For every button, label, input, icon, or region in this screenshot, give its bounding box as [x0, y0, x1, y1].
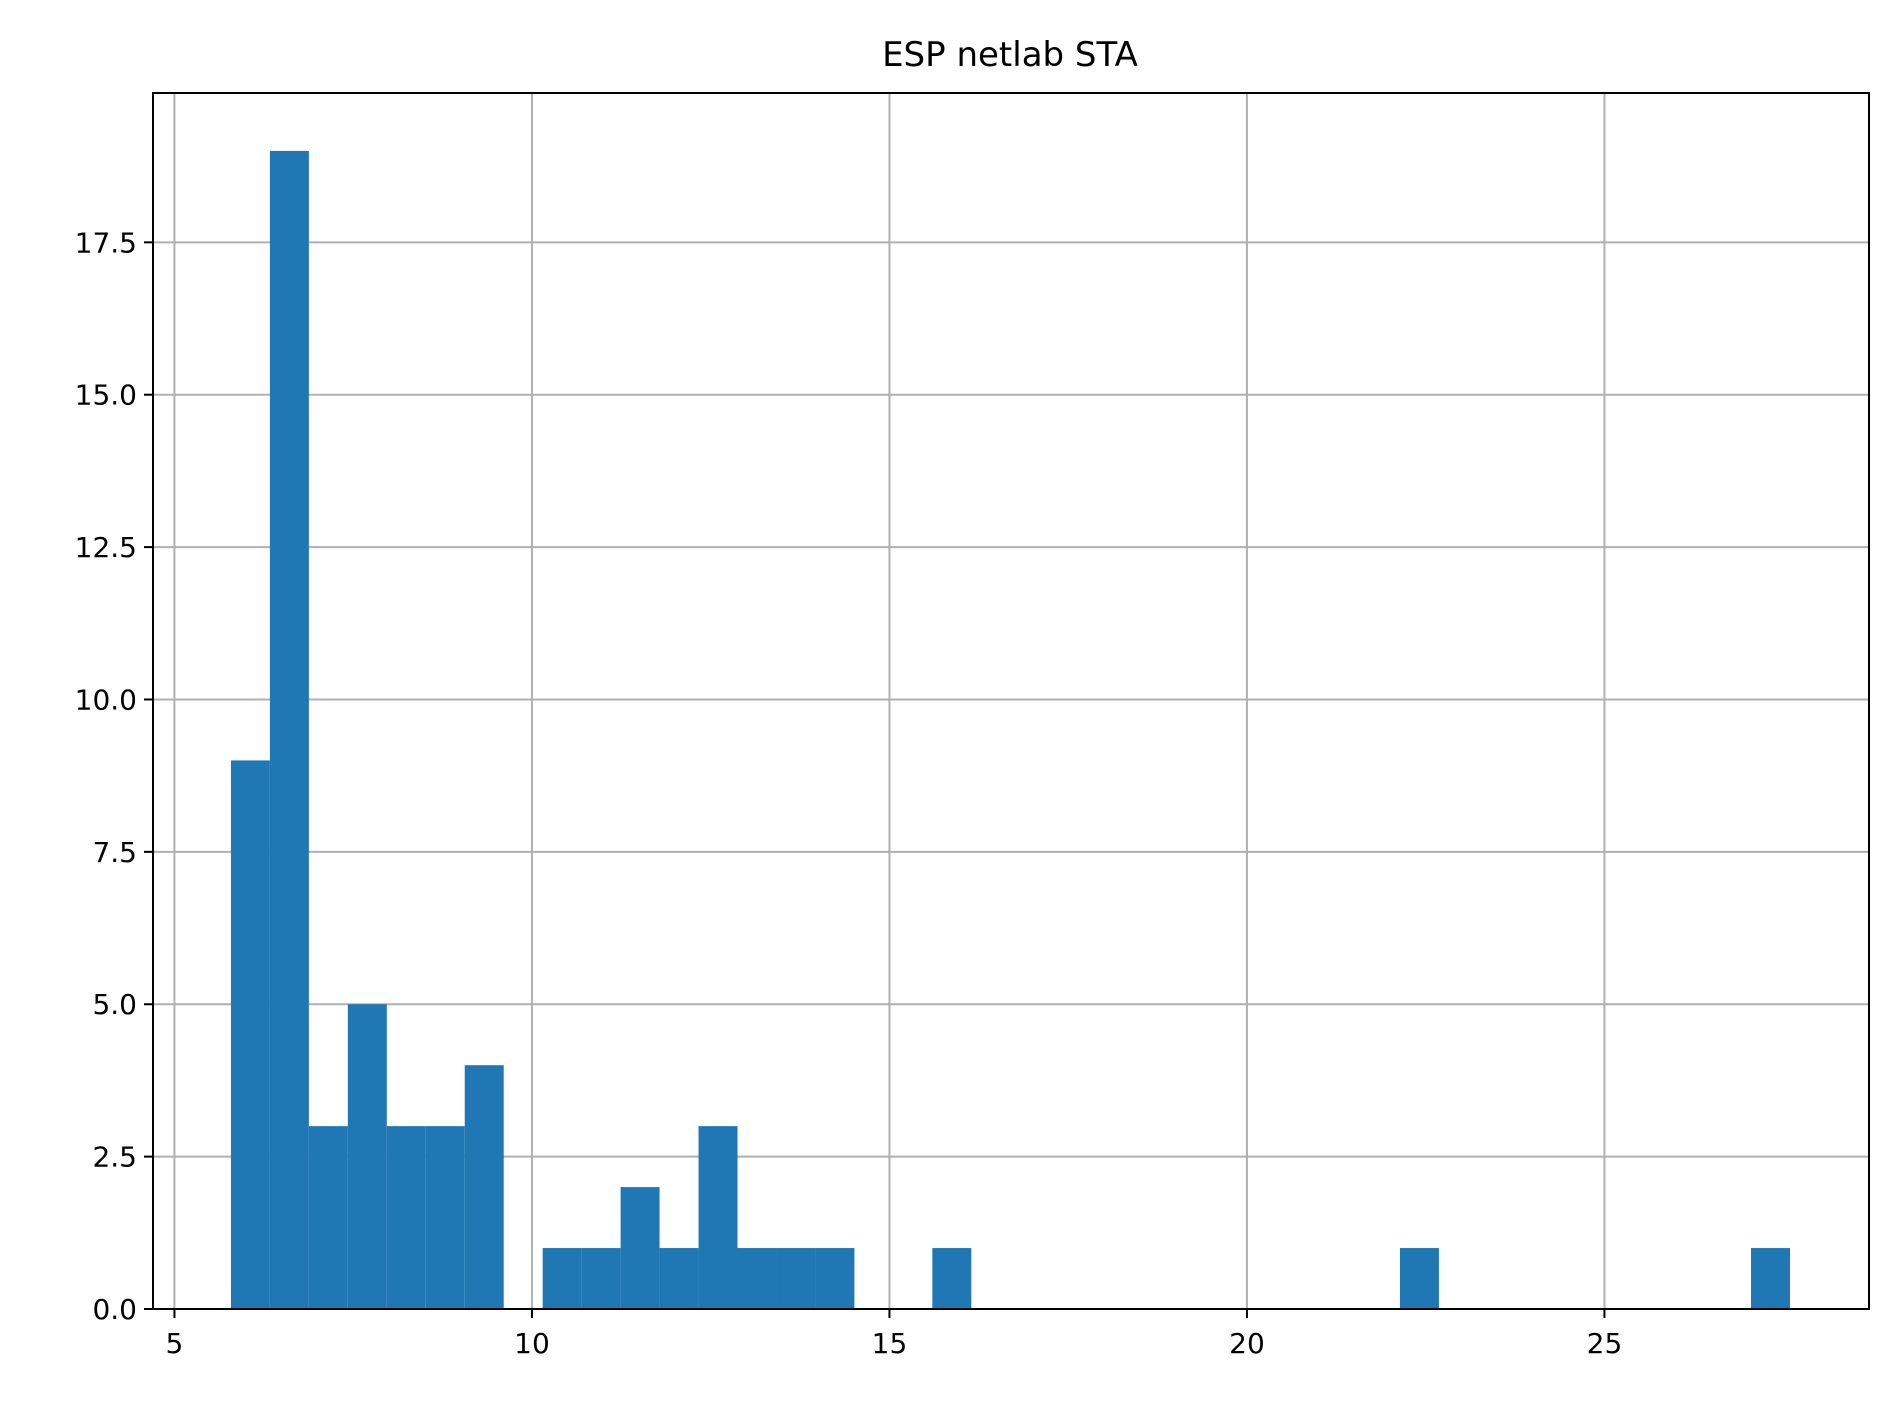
- histogram-bar: [737, 1248, 777, 1309]
- histogram-bar: [464, 1065, 504, 1309]
- chart-title: ESP netlab STA: [882, 35, 1138, 75]
- x-tick-label: 5: [166, 1327, 184, 1360]
- y-tick-label: 10.0: [75, 683, 137, 716]
- histogram-bar: [620, 1187, 660, 1309]
- ticks-layer: 5 10 15 20 25 0.0 2.5 5.0 7.5 10.0 12.5 15.0 17.5: [75, 226, 1623, 1360]
- x-tick-label: 20: [1229, 1327, 1265, 1360]
- x-tick-label: 10: [514, 1327, 550, 1360]
- histogram-bar: [1399, 1248, 1439, 1309]
- y-tick-label: 2.5: [92, 1141, 137, 1174]
- histogram-bar: [308, 1126, 348, 1309]
- histogram-bar: [347, 1004, 387, 1309]
- histogram-bar: [815, 1248, 855, 1309]
- histogram-bar: [581, 1248, 621, 1309]
- histogram-bar: [776, 1248, 816, 1309]
- histogram-bar: [386, 1126, 426, 1309]
- histogram-bar: [1751, 1248, 1790, 1309]
- y-tick-label: 17.5: [75, 226, 137, 259]
- bars-layer: [230, 150, 1790, 1309]
- histogram-bar: [425, 1126, 465, 1309]
- histogram-bar: [932, 1248, 972, 1309]
- histogram-bar: [659, 1248, 699, 1309]
- y-tick-label: 7.5: [92, 836, 137, 869]
- histogram-bar: [542, 1248, 582, 1309]
- histogram-bar: [230, 760, 270, 1309]
- histogram-bar: [698, 1126, 738, 1309]
- histogram-bar: [269, 150, 309, 1309]
- x-tick-label: 15: [872, 1327, 908, 1360]
- y-tick-label: 12.5: [75, 531, 137, 564]
- y-tick-label: 0.0: [92, 1293, 137, 1326]
- y-tick-label: 15.0: [75, 379, 137, 412]
- y-tick-label: 5.0: [92, 988, 137, 1021]
- x-tick-label: 25: [1587, 1327, 1623, 1360]
- plot-frame: [152, 92, 1870, 1310]
